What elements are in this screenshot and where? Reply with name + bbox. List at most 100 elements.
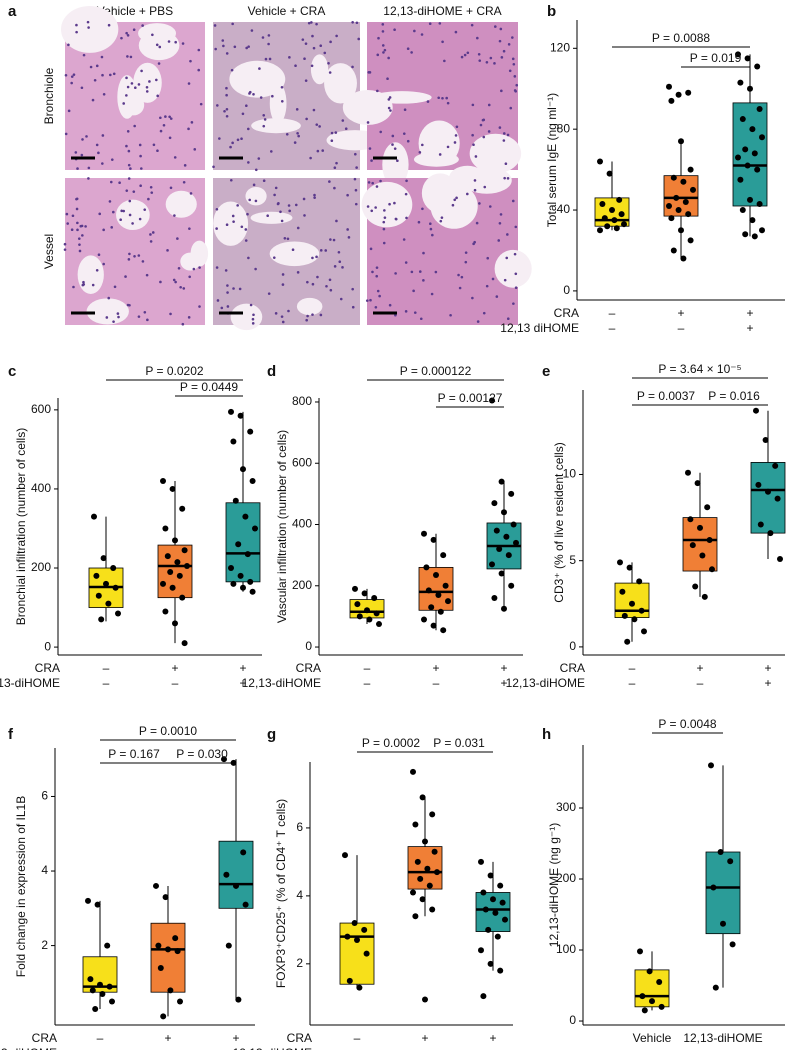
nucleus [93,78,97,82]
nucleus [271,94,274,98]
data-point [232,497,239,504]
nucleus [393,201,396,205]
nucleus [139,154,142,158]
nucleus [393,147,397,150]
data-point [611,217,618,224]
nucleus [112,210,115,214]
data-point [430,536,437,543]
nucleus [512,62,516,66]
nucleus [301,38,305,41]
data-point [172,620,178,627]
nucleus [498,39,502,43]
x-row-mark: + [239,661,246,675]
nucleus [312,108,316,112]
nucleus [394,217,398,221]
data-point [759,227,765,234]
data-point [712,984,719,991]
nucleus [417,220,421,224]
data-point [167,987,174,994]
nucleus [280,315,284,318]
x-tick-label: 12,13-diHOME [683,1031,762,1045]
data-point [649,998,655,1005]
nucleus [87,177,90,180]
nucleus [247,161,250,164]
data-point [747,196,753,203]
data-point [430,622,437,629]
x-row-label: 12,13-diHOME [0,1046,57,1050]
nucleus [333,186,336,190]
data-point [690,186,696,193]
airspace [77,255,104,294]
nucleus [310,21,313,24]
data-point [354,601,361,608]
nucleus [125,31,128,35]
nucleus [382,241,386,245]
nucleus [421,143,424,147]
y-tick-label: 600 [31,402,51,416]
y-tick-label: 4 [296,888,303,902]
row-label: Bronchiole [42,67,56,124]
nucleus [78,243,81,246]
nucleus [130,82,134,85]
nucleus [455,196,458,200]
micrograph [212,20,384,172]
nucleus [315,22,318,26]
nucleus [226,291,229,294]
nucleus [263,118,267,121]
nucleus [471,133,474,137]
panel-letter: h [542,726,551,743]
p-value: P = 0.0037 [637,389,695,403]
nucleus [176,237,179,240]
data-point [174,559,181,566]
nucleus [503,278,507,282]
nucleus [405,179,408,183]
x-row-mark: + [500,676,507,690]
nucleus [388,202,391,206]
x-row-mark: – [364,676,371,690]
nucleus [438,153,442,156]
data-point [252,525,258,532]
nucleus [225,107,229,111]
data-point [480,993,487,1000]
nucleus [476,320,480,323]
nucleus [393,28,396,31]
airspace [461,166,512,194]
nucleus [382,220,386,224]
nucleus [105,316,109,319]
nucleus [188,227,191,230]
data-point [618,211,625,218]
nucleus [264,57,268,61]
data-point [421,530,427,537]
x-row-mark: + [500,661,507,675]
nucleus [354,202,358,206]
nucleus [131,222,134,225]
nucleus [333,265,337,268]
data-point [680,255,687,262]
nucleus [434,270,438,274]
x-row-mark: – [433,676,440,690]
data-point [431,848,438,855]
data-point [508,490,515,497]
nucleus [330,131,334,135]
nucleus [216,299,220,302]
nucleus [267,34,271,37]
nucleus [137,254,141,257]
nucleus [332,238,336,242]
micrograph [342,22,522,187]
data-point [354,937,360,944]
airspace [469,133,522,174]
nucleus [158,45,162,49]
data-point [751,233,758,240]
column-label: Vehicle + PBS [97,4,173,18]
nucleus [294,64,297,68]
data-point [480,889,487,896]
nucleus [494,25,497,28]
nucleus [148,80,151,83]
nucleus [133,124,136,128]
nucleus [391,143,394,146]
data-point [604,223,611,230]
nucleus [315,255,318,259]
nucleus [319,249,323,252]
nucleus [143,208,147,211]
data-point [739,116,746,123]
